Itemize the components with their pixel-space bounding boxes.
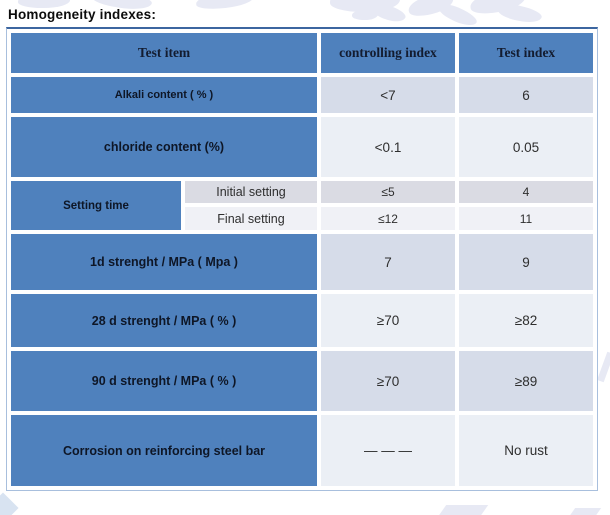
decor-shape [597, 351, 610, 383]
cell-alkali-controlling: <7 [321, 77, 455, 113]
decor-shape [568, 508, 602, 515]
homogeneity-table-wrapper: Test item controlling index Test index A… [6, 27, 598, 491]
decor-shape [437, 505, 489, 515]
decor-blob [195, 0, 255, 11]
table-row-chloride: chloride content (%) <0.1 0.05 [11, 117, 593, 177]
table-row-90d-strength: 90 d strenght / MPa ( % ) ≥70 ≥89 [11, 351, 593, 411]
cell-1d-controlling: 7 [321, 234, 455, 290]
cell-initial-test: 4 [459, 181, 593, 203]
cell-90d-controlling: ≥70 [321, 351, 455, 411]
row-label-28d-strength: 28 d strenght / MPa ( % ) [11, 294, 317, 347]
table-row-final-setting: Final setting ≤12 11 [11, 207, 593, 230]
table-row-corrosion: Corrosion on reinforcing steel bar — — —… [11, 415, 593, 486]
page-title: Homogeneity indexes: [8, 7, 157, 22]
decor-blob [496, 1, 544, 26]
table-row-1d-strength: 1d strenght / MPa ( Mpa ) 7 9 [11, 234, 593, 290]
cell-corrosion-controlling: — — — [321, 415, 455, 486]
row-label-1d-strength: 1d strenght / MPa ( Mpa ) [11, 234, 317, 290]
cell-28d-controlling: ≥70 [321, 294, 455, 347]
sublabel-initial-setting: Initial setting [185, 181, 317, 203]
row-label-90d-strength: 90 d strenght / MPa ( % ) [11, 351, 317, 411]
column-header-test-index: Test index [459, 33, 593, 73]
cell-chloride-test: 0.05 [459, 117, 593, 177]
row-label-alkali: Alkali content ( % ) [11, 77, 317, 113]
column-header-test-item: Test item [11, 33, 317, 73]
decor-shape [0, 492, 19, 515]
cell-chloride-controlling: <0.1 [321, 117, 455, 177]
table-header-row: Test item controlling index Test index [11, 33, 593, 73]
decor-blob [352, 10, 378, 20]
cell-final-test: 11 [459, 207, 593, 230]
table-row-28d-strength: 28 d strenght / MPa ( % ) ≥70 ≥82 [11, 294, 593, 347]
cell-alkali-test: 6 [459, 77, 593, 113]
cell-initial-controlling: ≤5 [321, 181, 455, 203]
table-row-initial-setting: Setting time Initial setting ≤5 4 [11, 181, 593, 230]
row-label-corrosion: Corrosion on reinforcing steel bar [11, 415, 317, 486]
sublabel-final-setting: Final setting [185, 207, 317, 230]
homogeneity-table: Test item controlling index Test index A… [6, 27, 598, 491]
column-header-controlling-index: controlling index [321, 33, 455, 73]
cell-1d-test: 9 [459, 234, 593, 290]
cell-28d-test: ≥82 [459, 294, 593, 347]
cell-corrosion-test: No rust [459, 415, 593, 486]
table-row-alkali: Alkali content ( % ) <7 6 [11, 77, 593, 113]
cell-final-controlling: ≤12 [321, 207, 455, 230]
row-label-setting-time: Setting time [11, 181, 181, 230]
row-label-chloride: chloride content (%) [11, 117, 317, 177]
decor-blob [18, 0, 70, 8]
cell-90d-test: ≥89 [459, 351, 593, 411]
